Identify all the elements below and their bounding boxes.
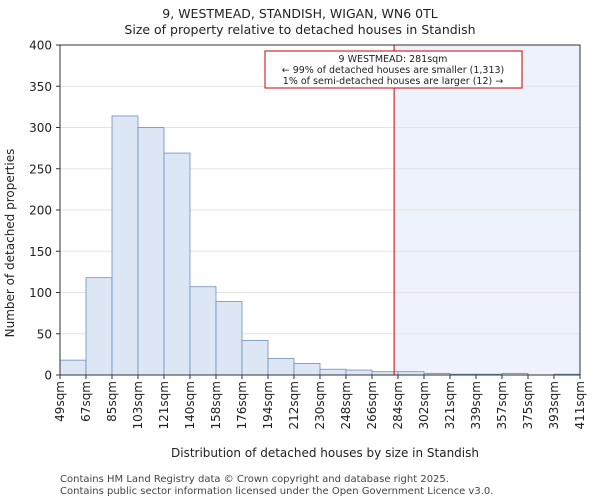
x-tick-label: 67sqm (79, 381, 93, 422)
bar (293, 363, 321, 376)
x-tick-label: 302sqm (417, 381, 431, 429)
y-tick-label: 350 (29, 80, 52, 94)
y-tick-label: 150 (29, 245, 52, 259)
bar (85, 277, 113, 376)
x-tick-label: 266sqm (365, 381, 379, 429)
y-tick-label: 400 (29, 39, 52, 53)
bar (215, 301, 243, 376)
x-tick-label: 375sqm (521, 381, 535, 429)
bar (267, 358, 295, 376)
annotation-line-3: 1% of semi-detached houses are larger (1… (283, 76, 503, 87)
bar (59, 359, 87, 376)
bar (241, 339, 269, 376)
x-tick-label: 121sqm (157, 381, 171, 429)
x-tick-label: 321sqm (443, 381, 457, 429)
footer-line-1: Contains HM Land Registry data © Crown c… (60, 474, 449, 485)
x-tick-label: 158sqm (209, 381, 223, 429)
bar (189, 286, 217, 376)
y-tick-label: 250 (29, 162, 52, 176)
chart-title: 9, WESTMEAD, STANDISH, WIGAN, WN6 0TL (162, 6, 438, 21)
x-tick-label: 176sqm (235, 381, 249, 429)
y-tick-label: 200 (29, 204, 52, 218)
x-tick-label: 49sqm (53, 381, 67, 422)
x-tick-label: 140sqm (183, 381, 197, 429)
footer-line-2: Contains public sector information licen… (60, 486, 494, 497)
x-tick-label: 411sqm (573, 381, 587, 429)
y-axis-label: Number of detached properties (3, 149, 17, 338)
annotation-line-1: 9 WESTMEAD: 281sqm (339, 54, 448, 65)
bar (163, 152, 191, 376)
annotation-box (264, 50, 523, 89)
x-tick-label: 103sqm (131, 381, 145, 429)
y-tick-label: 50 (37, 327, 52, 341)
annotation-line-2: ← 99% of detached houses are smaller (1,… (282, 65, 505, 76)
chart-subtitle: Size of property relative to detached ho… (124, 22, 476, 37)
bar-chart: 0 50 100 150 200 250 300 350 400 49sqm 67sqm 85sqm… (3, 39, 587, 461)
bar (319, 368, 347, 376)
bar (111, 115, 139, 376)
x-tick-label: 339sqm (469, 381, 483, 429)
y-tick-label: 300 (29, 121, 52, 135)
x-tick-label: 393sqm (547, 381, 561, 429)
x-tick-label: 212sqm (287, 381, 301, 429)
y-tick-label: 100 (29, 286, 52, 300)
x-tick-label: 248sqm (339, 381, 353, 429)
x-axis-label: Distribution of detached houses by size … (171, 446, 479, 460)
x-tick-label: 357sqm (495, 381, 509, 429)
bar (345, 369, 373, 376)
bar (137, 127, 165, 376)
x-tick-label: 194sqm (261, 381, 275, 429)
x-tick-label: 230sqm (313, 381, 327, 429)
x-tick-label: 85sqm (105, 381, 119, 422)
y-tick-label: 0 (44, 369, 52, 383)
x-tick-label: 284sqm (391, 381, 405, 429)
